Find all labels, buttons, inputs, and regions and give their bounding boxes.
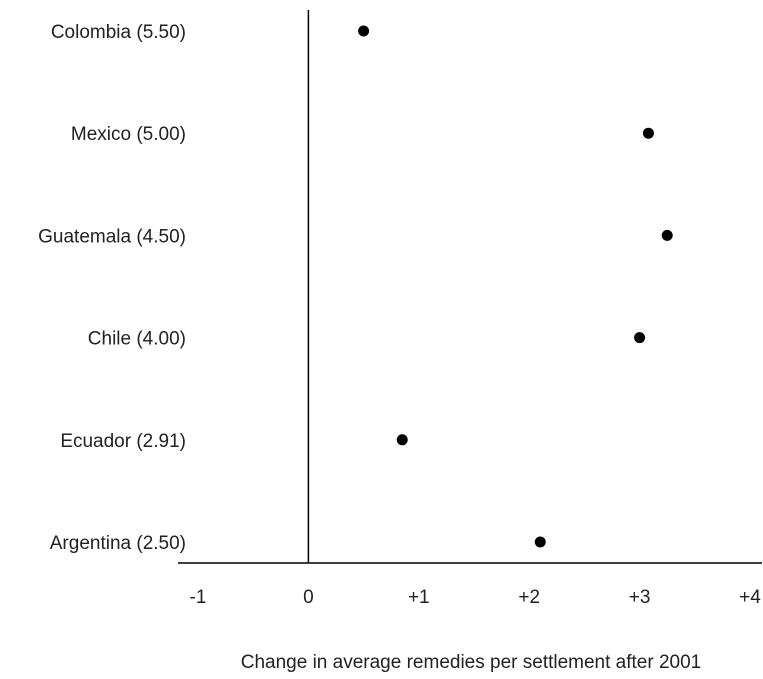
data-point [662,230,673,241]
x-axis-title: Change in average remedies per settlemen… [241,652,702,673]
y-category-label: Chile (4.00) [88,329,186,350]
x-tick-label: -1 [190,587,207,608]
y-category-label: Mexico (5.00) [71,124,186,145]
data-point [634,332,645,343]
x-tick-label: +2 [518,587,540,608]
data-point [643,128,654,139]
y-category-label: Colombia (5.50) [51,22,186,43]
data-point [535,537,546,548]
x-tick-label: +1 [408,587,430,608]
x-tick-label: 0 [303,587,314,608]
x-axis-tick-labels: -1 0 +1 +2 +3 +4 [190,587,762,608]
data-point [397,434,408,445]
y-category-label: Guatemala (4.50) [38,226,186,247]
x-tick-label: +4 [739,587,761,608]
y-category-label: Argentina (2.50) [50,533,186,554]
data-point [358,26,369,37]
y-category-label: Ecuador (2.91) [60,431,186,452]
x-tick-label: +3 [629,587,651,608]
y-axis-labels: Colombia (5.50) Mexico (5.00) Guatemala (4… [38,22,186,554]
data-points [358,26,673,548]
